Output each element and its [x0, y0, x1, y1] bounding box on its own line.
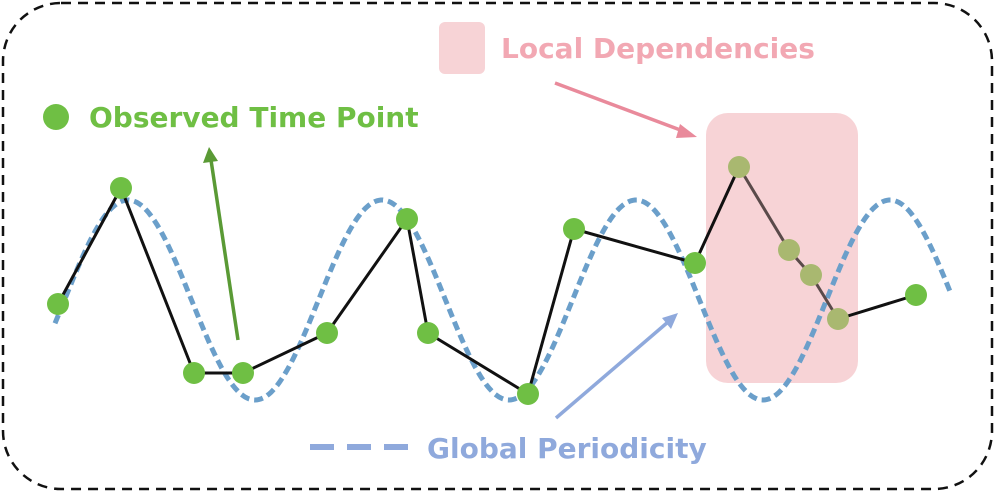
global-periodicity-label: Global Periodicity	[427, 432, 707, 465]
observed-time-point	[827, 308, 849, 330]
observed-time-point	[684, 252, 706, 274]
observed-arrowhead	[203, 147, 218, 163]
local-dependencies-arrowhead	[676, 124, 697, 138]
local-dependencies-label: Local Dependencies	[501, 32, 815, 65]
observed-time-point	[316, 322, 338, 344]
observed-time-point	[778, 239, 800, 261]
observed-time-point	[905, 284, 927, 306]
observed-time-point	[110, 177, 132, 199]
observed-arrow	[209, 159, 240, 341]
observed-points	[47, 156, 927, 405]
local-dependencies-arrow	[554, 81, 684, 133]
observed-time-point	[396, 208, 418, 230]
observed-time-point	[728, 156, 750, 178]
observed-time-point	[47, 293, 69, 315]
local-dependencies-swatch	[439, 22, 485, 74]
observed-time-point	[232, 362, 254, 384]
observed-time-point-label: Observed Time Point	[89, 101, 419, 134]
global-periodicity-arrow	[554, 320, 670, 420]
global-periodicity-wave	[52, 197, 954, 403]
observed-time-point	[517, 383, 539, 405]
global-periodicity-arrowhead	[662, 313, 678, 329]
observed-series-line-tail	[837, 293, 917, 321]
observed-legend-dot	[43, 104, 69, 130]
observed-time-point	[183, 362, 205, 384]
observed-series-line-local	[737, 166, 840, 320]
observed-time-point	[563, 218, 585, 240]
observed-time-point	[417, 322, 439, 344]
observed-time-point	[800, 264, 822, 286]
